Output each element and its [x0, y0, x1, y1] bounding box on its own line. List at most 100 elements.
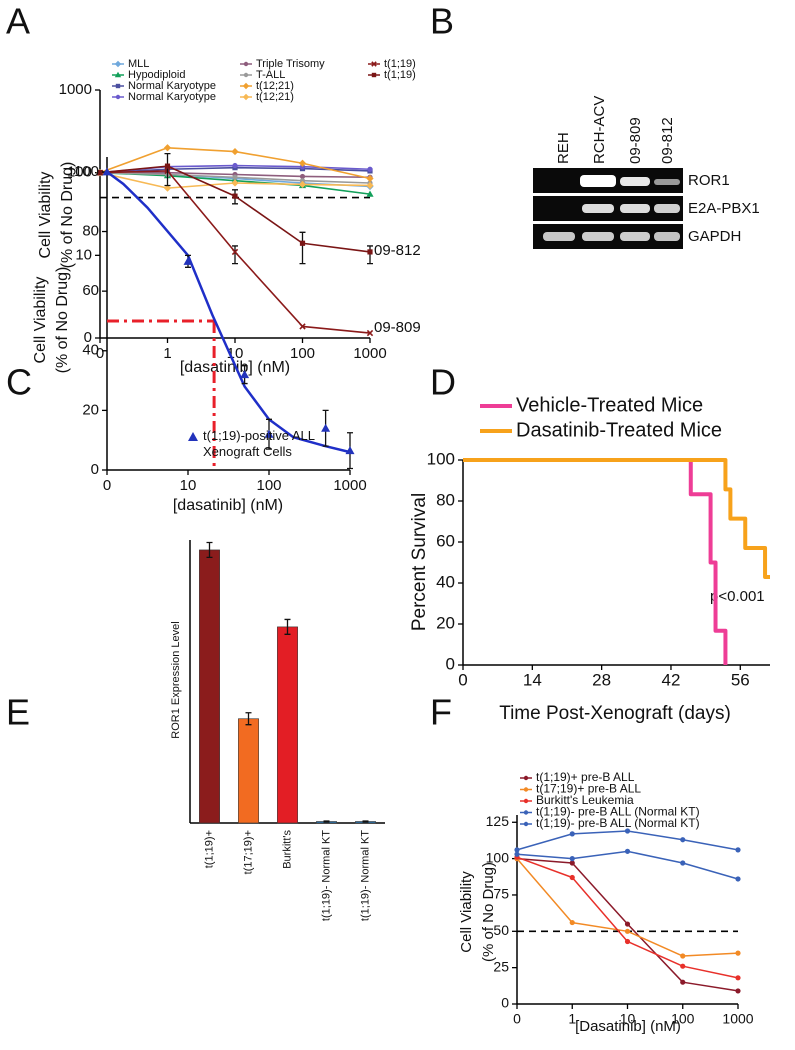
- legend-label: t(1;19)- pre-B ALL (Normal KT): [536, 816, 700, 830]
- y-axis-label-line: ROR1 Expression Level: [170, 621, 182, 738]
- marker: [183, 256, 193, 265]
- marker: [163, 144, 172, 152]
- marker: [680, 979, 686, 985]
- x-tick-label: 10: [180, 477, 197, 494]
- annotation: 09-812: [374, 242, 421, 259]
- gel-band: [620, 232, 650, 241]
- y-axis-label: Cell Viability (% of No Drug): [32, 267, 71, 374]
- marker: [523, 775, 529, 781]
- marker: [163, 184, 172, 192]
- legend-label: t(1;19): [384, 69, 416, 81]
- marker: [569, 860, 575, 866]
- y-tick-label: 100: [486, 849, 510, 865]
- marker: [624, 921, 631, 927]
- bar: [277, 626, 298, 824]
- series-line: [463, 458, 728, 665]
- bar: [199, 549, 220, 824]
- panel-label: B: [430, 1, 454, 42]
- y-tick-label: 100: [67, 164, 92, 181]
- lane-label: REH: [555, 132, 572, 164]
- row-label: GAPDH: [688, 228, 741, 245]
- y-tick-label: 0: [91, 461, 99, 478]
- error-bar: [367, 245, 373, 265]
- gel-band: [620, 177, 650, 186]
- y-tick-label: 10: [75, 246, 92, 263]
- marker: [514, 847, 520, 853]
- error-bar: [164, 152, 171, 187]
- legend-label: Vehicle-Treated Mice: [516, 394, 703, 416]
- row-label: E2A-PBX1: [688, 200, 760, 217]
- marker: [569, 874, 575, 881]
- marker: [299, 173, 306, 180]
- marker: [569, 919, 575, 926]
- marker: [735, 876, 741, 882]
- y-axis-label-line: Percent Survival: [409, 493, 430, 631]
- legend-label: Dasatinib-Treated Mice: [516, 419, 722, 441]
- legend-label: t(1;19)-positive ALL Xenograft Cells: [203, 428, 315, 459]
- y-tick-label: 40: [82, 342, 99, 359]
- legend-label: t(17;19)+ pre-B ALL: [536, 782, 641, 796]
- marker: [188, 432, 198, 441]
- marker: [114, 71, 122, 78]
- marker: [298, 180, 307, 189]
- legend-label: t(12;21): [256, 91, 294, 103]
- gel-band: [580, 175, 616, 187]
- error-bar: [245, 712, 252, 726]
- fit-curve: [106, 170, 351, 454]
- y-tick-label: 0: [501, 995, 509, 1011]
- marker: [523, 821, 529, 827]
- panel-label: E: [6, 692, 30, 733]
- marker: [680, 953, 686, 959]
- marker: [102, 167, 112, 176]
- legend-label: t(1;19)+ pre-B ALL: [536, 770, 635, 784]
- marker: [366, 181, 374, 190]
- legend-label: T-ALL: [256, 69, 285, 81]
- legend-label: Burkitt's Leukemia: [536, 793, 634, 807]
- marker: [242, 93, 250, 101]
- y-tick-label: 80: [436, 490, 455, 509]
- error-bar: [362, 820, 369, 823]
- marker: [569, 856, 575, 862]
- x-tick-label: 0: [513, 1011, 521, 1027]
- marker: [624, 848, 631, 854]
- row-label: ROR1: [688, 172, 730, 189]
- marker: [299, 240, 306, 246]
- gel-band: [654, 204, 680, 213]
- y-tick-label: 40: [436, 572, 455, 591]
- y-axis-label: Percent Survival: [409, 493, 430, 631]
- y-axis-label-line: (% of No Drug): [480, 862, 497, 962]
- x-axis-label: Time Post-Xenograft (days): [499, 703, 731, 724]
- legend-label: Normal Karyotype: [128, 80, 216, 92]
- marker: [371, 61, 377, 67]
- y-axis-label-line: Cell Viability: [37, 172, 54, 259]
- y-tick-label: 100: [74, 163, 99, 180]
- legend-label: MLL: [128, 58, 149, 70]
- marker: [298, 159, 307, 167]
- bar: [238, 718, 259, 824]
- lane-label: RCH-ACV: [591, 96, 608, 164]
- y-tick-label: 20: [82, 401, 99, 418]
- x-tick-label: 1000: [333, 477, 366, 494]
- panel-label: A: [6, 1, 30, 42]
- error-bar: [206, 541, 213, 559]
- marker: [115, 94, 121, 100]
- x-tick-label: t(1;19)- Normal KT: [320, 830, 332, 921]
- y-axis-label-line: Cell Viability: [32, 277, 49, 364]
- legend-label: t(12;21): [256, 80, 294, 92]
- y-tick-label: 60: [436, 531, 455, 550]
- gel-band: [582, 232, 614, 241]
- y-tick-label: 50: [493, 922, 509, 938]
- legend-line: t(1;19)-positive ALL: [203, 428, 315, 443]
- marker: [231, 147, 239, 156]
- x-tick-label: 28: [592, 670, 611, 689]
- x-tick-label: 100: [290, 345, 315, 362]
- legend-label: t(1;19): [384, 58, 416, 70]
- marker: [371, 72, 377, 78]
- marker: [232, 193, 238, 199]
- x-tick-label: 100: [256, 477, 281, 494]
- marker: [345, 446, 355, 455]
- marker: [624, 928, 631, 934]
- x-tick-label: 0: [103, 477, 111, 494]
